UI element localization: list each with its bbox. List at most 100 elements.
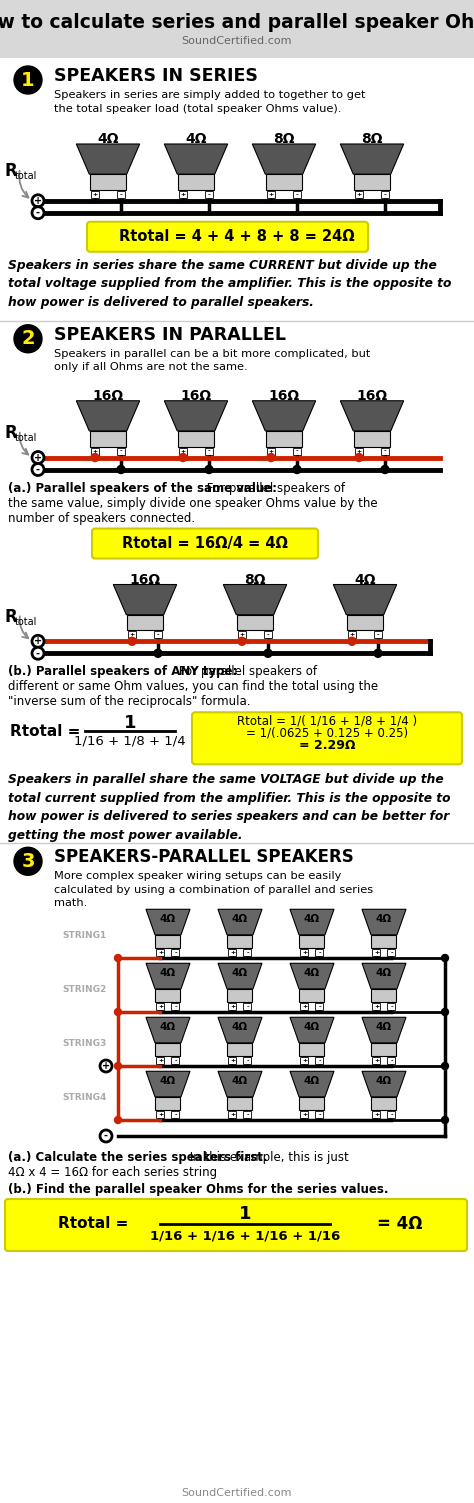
- Text: number of speakers connected.: number of speakers connected.: [8, 511, 195, 525]
- Text: 4Ω: 4Ω: [376, 1022, 392, 1033]
- Text: -: -: [246, 1004, 249, 1009]
- Circle shape: [117, 466, 125, 473]
- Bar: [244, 1003, 252, 1010]
- Circle shape: [441, 1117, 448, 1124]
- Text: 1: 1: [124, 714, 136, 732]
- Text: -: -: [390, 950, 393, 954]
- Text: 4Ω: 4Ω: [97, 132, 119, 146]
- Text: +: +: [356, 192, 362, 197]
- Text: +: +: [302, 1058, 307, 1063]
- Circle shape: [179, 454, 187, 461]
- Circle shape: [100, 1130, 112, 1142]
- Text: Rtotal = 1/( 1/16 + 1/8 + 1/4 ): Rtotal = 1/( 1/16 + 1/8 + 1/4 ): [237, 715, 417, 727]
- Text: -: -: [36, 207, 40, 218]
- Bar: [266, 174, 302, 189]
- Text: 16Ω: 16Ω: [92, 389, 124, 403]
- Text: 1: 1: [21, 71, 35, 90]
- Circle shape: [205, 466, 213, 473]
- Circle shape: [14, 848, 42, 875]
- Bar: [238, 631, 246, 639]
- Bar: [128, 631, 136, 639]
- Bar: [372, 1097, 396, 1111]
- Circle shape: [441, 1063, 448, 1070]
- Polygon shape: [362, 1018, 406, 1043]
- Text: +: +: [92, 192, 98, 197]
- Circle shape: [32, 463, 44, 475]
- Text: +: +: [34, 195, 42, 206]
- Polygon shape: [218, 1072, 262, 1097]
- Text: +: +: [302, 950, 307, 954]
- Bar: [300, 1043, 325, 1057]
- Text: STRING3: STRING3: [63, 1039, 107, 1048]
- Polygon shape: [362, 1072, 406, 1097]
- Bar: [154, 631, 162, 639]
- Text: Speakers in parallel can be a bit more complicated, but
only if all Ohms are not: Speakers in parallel can be a bit more c…: [54, 349, 370, 373]
- Text: +: +: [102, 1061, 110, 1072]
- Polygon shape: [362, 963, 406, 989]
- Circle shape: [32, 207, 44, 219]
- Text: How to calculate series and parallel speaker Ohms: How to calculate series and parallel spe…: [0, 12, 474, 32]
- Bar: [179, 191, 187, 198]
- Text: 4Ω: 4Ω: [160, 968, 176, 978]
- Circle shape: [381, 466, 389, 473]
- Bar: [205, 448, 213, 454]
- Bar: [91, 191, 99, 198]
- Bar: [228, 1057, 237, 1064]
- Bar: [388, 1003, 395, 1010]
- Bar: [316, 1111, 323, 1118]
- Text: +: +: [181, 192, 186, 197]
- Text: 16Ω: 16Ω: [181, 389, 211, 403]
- Text: -: -: [208, 448, 210, 454]
- Circle shape: [154, 649, 162, 657]
- Text: (a.) Calculate the series speakers first.: (a.) Calculate the series speakers first…: [8, 1151, 267, 1163]
- Bar: [228, 1043, 253, 1057]
- Text: R: R: [5, 162, 18, 180]
- Text: 8Ω: 8Ω: [273, 132, 295, 146]
- Text: +: +: [374, 1058, 379, 1063]
- Circle shape: [115, 1063, 121, 1070]
- Text: "inverse sum of the reciprocals" formula.: "inverse sum of the reciprocals" formula…: [8, 696, 250, 708]
- Text: -: -: [296, 448, 298, 454]
- Circle shape: [115, 1117, 121, 1124]
- Polygon shape: [218, 909, 262, 935]
- FancyBboxPatch shape: [87, 222, 368, 253]
- Bar: [155, 989, 181, 1003]
- Circle shape: [115, 954, 121, 962]
- Bar: [354, 431, 390, 446]
- Circle shape: [238, 637, 246, 645]
- Text: Rtotal =: Rtotal =: [10, 724, 81, 739]
- Bar: [300, 989, 325, 1003]
- Bar: [316, 948, 323, 956]
- Polygon shape: [333, 585, 397, 615]
- Circle shape: [14, 325, 42, 353]
- Text: total: total: [15, 171, 37, 180]
- Circle shape: [441, 954, 448, 962]
- Bar: [228, 1003, 237, 1010]
- Text: 4Ω: 4Ω: [232, 1022, 248, 1033]
- Bar: [90, 174, 126, 189]
- Text: +: +: [302, 1112, 307, 1117]
- Text: 1/16 + 1/16 + 1/16 + 1/16: 1/16 + 1/16 + 1/16 + 1/16: [150, 1229, 340, 1243]
- Text: For parallel speakers of: For parallel speakers of: [203, 481, 345, 494]
- Text: -: -: [104, 1130, 108, 1141]
- Polygon shape: [164, 144, 228, 174]
- Bar: [373, 1003, 381, 1010]
- Text: -: -: [36, 464, 40, 475]
- Text: 4Ω: 4Ω: [376, 968, 392, 978]
- Text: total: total: [15, 433, 37, 443]
- Bar: [301, 948, 309, 956]
- Circle shape: [441, 1009, 448, 1016]
- Text: SPEAKERS IN SERIES: SPEAKERS IN SERIES: [54, 68, 258, 86]
- Bar: [117, 191, 125, 198]
- Text: 4Ω: 4Ω: [160, 914, 176, 924]
- Text: 1: 1: [239, 1205, 251, 1223]
- Bar: [300, 1097, 325, 1111]
- Text: 4Ω: 4Ω: [304, 1076, 320, 1087]
- Bar: [293, 448, 301, 454]
- Bar: [373, 1111, 381, 1118]
- Bar: [172, 1057, 180, 1064]
- Text: R: R: [5, 607, 18, 625]
- Text: -: -: [157, 633, 159, 637]
- Bar: [381, 448, 389, 454]
- Text: -: -: [383, 448, 386, 454]
